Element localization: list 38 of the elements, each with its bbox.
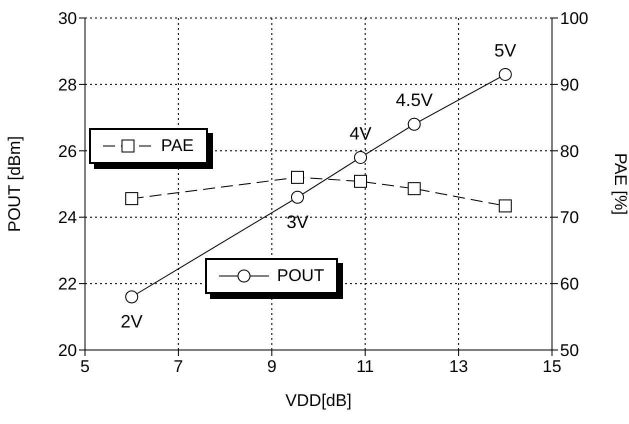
y2-tick-label: 80 <box>560 142 579 161</box>
point <box>290 190 304 204</box>
legend-label: POUT <box>277 266 324 286</box>
x-tick-label: 13 <box>449 357 468 376</box>
point <box>354 150 368 164</box>
y-tick-label: 30 <box>58 9 77 28</box>
point <box>290 170 304 184</box>
point <box>354 174 368 188</box>
x-axis-title: VDD[dB] <box>285 391 352 410</box>
y2-tick-label: 60 <box>560 274 579 294</box>
y2-tick-label: 100 <box>560 9 588 28</box>
y2-tick-label: 90 <box>560 75 579 94</box>
annotation: 4.5V <box>396 90 433 110</box>
x-tick-label: 5 <box>80 357 90 376</box>
legend-label: PAE <box>161 136 194 156</box>
annotation: 4V <box>350 123 372 144</box>
annotation: 3V <box>286 212 308 232</box>
point <box>408 118 421 131</box>
y-tick-label: 20 <box>58 341 77 360</box>
x-tick-label: 11 <box>356 357 374 376</box>
y-axis-title: POUT [dBm] <box>5 136 24 232</box>
y2-tick-label: 70 <box>560 208 579 228</box>
y-tick-label: 28 <box>58 75 77 94</box>
point <box>498 199 512 212</box>
point <box>408 182 421 196</box>
y-tick-label: 22 <box>58 274 77 294</box>
point <box>498 68 512 81</box>
y2-axis-title: PAE [%] <box>610 152 629 216</box>
x-tick-label: 9 <box>267 357 277 376</box>
annotation: 5V <box>494 40 516 60</box>
annotation: 2V <box>120 312 143 332</box>
point <box>125 192 138 206</box>
y-tick-label: 26 <box>58 142 77 161</box>
y2-tick-label: 50 <box>560 341 579 360</box>
x-tick-label: 15 <box>542 357 562 376</box>
point <box>125 290 138 304</box>
y-tick-label: 24 <box>58 208 77 228</box>
x-tick-label: 7 <box>174 357 184 376</box>
